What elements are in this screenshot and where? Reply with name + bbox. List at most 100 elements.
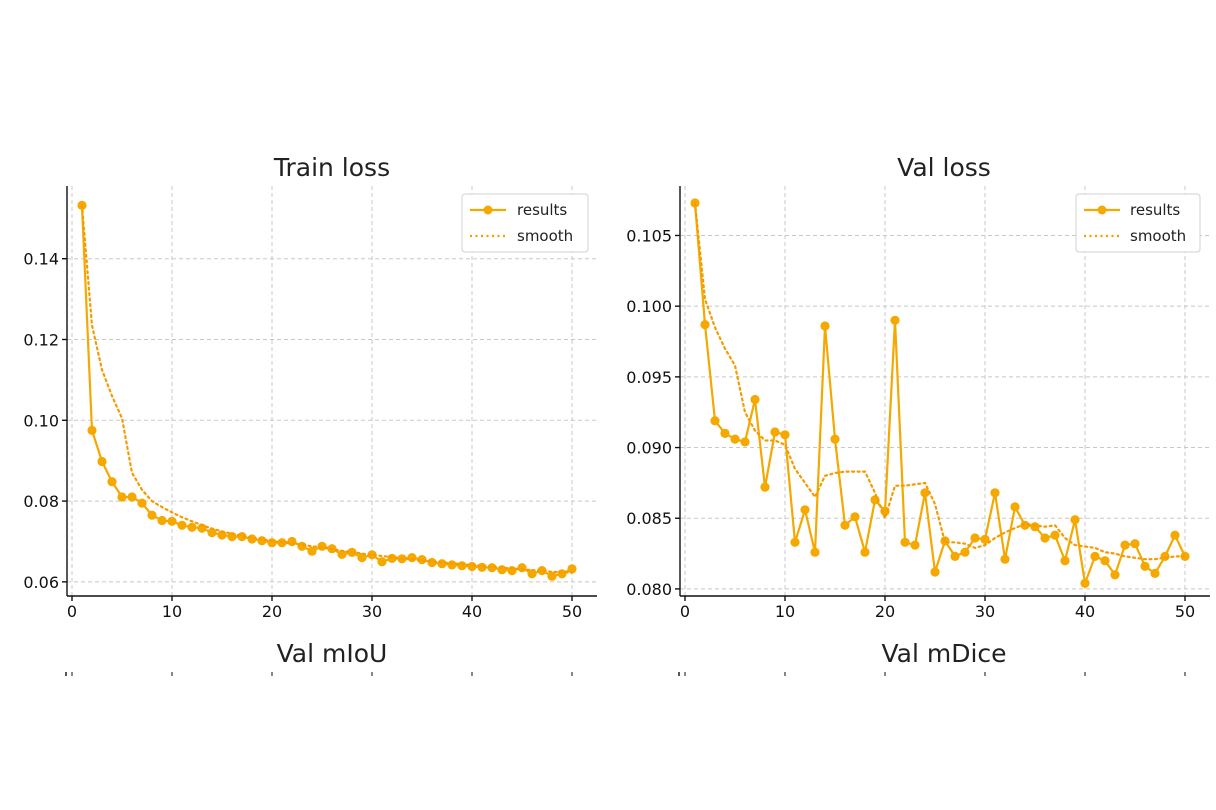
data-point [790, 537, 800, 547]
data-point [1130, 539, 1140, 549]
chart-panel: 0 10 20 30 40 50 0.080 0.085 0.090 0.095 0.100 0.10… [626, 186, 1210, 676]
legend-results-marker [1097, 205, 1107, 215]
y-tick-label: 0.14 [23, 250, 59, 269]
data-point [810, 547, 820, 557]
x-tick-label: 20 [262, 602, 282, 621]
data-point [457, 561, 467, 571]
data-point [447, 560, 457, 570]
data-point [567, 564, 577, 574]
data-point [890, 315, 900, 325]
data-point [750, 394, 760, 405]
data-point [910, 540, 920, 550]
data-point [117, 492, 127, 502]
series-line-smooth [80, 204, 574, 574]
y-tick-label: 0.105 [626, 226, 672, 245]
y-tick-label: 0.08 [23, 492, 59, 511]
y-tick-label: 0.085 [626, 509, 672, 528]
x-tick-label: 30 [362, 602, 382, 621]
data-point [780, 430, 790, 440]
chart-panel: 0 10 20 30 40 50 0.06 0.08 0.10 0.12 0.14 [23, 186, 597, 676]
data-point [820, 321, 830, 331]
data-point [297, 541, 307, 551]
series-line-smooth [693, 201, 1187, 561]
data-point [367, 550, 377, 560]
legend: results smooth [1075, 193, 1201, 253]
data-point [1040, 533, 1050, 543]
data-point [507, 566, 517, 576]
data-point [740, 437, 750, 447]
data-point [267, 538, 277, 548]
data-point [167, 516, 177, 526]
data-point [1170, 530, 1180, 540]
data-point [287, 536, 297, 547]
x-tick-label: 0 [67, 602, 77, 621]
data-point [547, 571, 557, 581]
next-chart-title: Val mIoU [277, 639, 388, 668]
legend-box [461, 193, 589, 253]
data-point [930, 567, 940, 577]
data-point [1050, 530, 1060, 540]
data-point [87, 425, 97, 435]
data-point [137, 498, 147, 508]
y-tick-label: 0.090 [626, 439, 672, 458]
data-point [177, 520, 187, 530]
legend-results-label: results [517, 201, 567, 219]
data-point [960, 547, 970, 557]
data-point [870, 495, 880, 505]
legend-results-label: results [1130, 201, 1180, 219]
data-point [1090, 551, 1100, 562]
data-point [127, 492, 137, 502]
data-point [147, 510, 157, 520]
data-point [860, 547, 870, 557]
series-line-results [693, 202, 1186, 585]
data-point [407, 553, 417, 563]
data-point [900, 537, 910, 547]
legend-smooth-label: smooth [1130, 227, 1186, 245]
data-point [1100, 556, 1110, 566]
y-tick-label: 0.095 [626, 368, 672, 387]
data-point [700, 320, 710, 330]
y-tick-label: 0.06 [23, 573, 59, 592]
data-point [377, 557, 387, 567]
data-point [107, 477, 117, 487]
y-tick-label: 0.100 [626, 297, 672, 316]
data-point [1120, 540, 1130, 550]
x-tick-label: 10 [162, 602, 182, 621]
data-point [920, 488, 930, 498]
chart-title: Train loss [273, 153, 390, 182]
data-point [830, 434, 840, 444]
data-point [307, 546, 317, 556]
data-point [357, 553, 367, 563]
data-point [1010, 502, 1020, 512]
data-point [1070, 515, 1080, 525]
next-chart-title: Val mDice [881, 639, 1006, 668]
data-point [1080, 578, 1090, 588]
chart-title: Val loss [897, 153, 991, 182]
y-tick-label: 0.12 [23, 330, 59, 349]
legend-smooth-label: smooth [517, 227, 573, 245]
data-point [487, 563, 497, 573]
data-point [840, 520, 850, 530]
data-point [317, 541, 327, 551]
x-tick-label: 40 [462, 602, 482, 621]
data-point [970, 533, 980, 543]
legend-results-marker [483, 205, 493, 215]
x-tick-label: 30 [975, 602, 995, 621]
data-point [950, 551, 960, 562]
data-point [990, 488, 1000, 498]
data-point [157, 515, 167, 526]
data-point [417, 555, 427, 565]
data-point [517, 563, 527, 573]
y-tick-label: 0.080 [626, 580, 672, 599]
data-point [467, 561, 477, 572]
data-point [710, 416, 720, 426]
series-line-results [80, 205, 573, 578]
data-point [1060, 556, 1070, 566]
data-point [1020, 520, 1030, 530]
data-point [97, 456, 107, 467]
data-point [760, 482, 770, 492]
data-point [527, 569, 537, 579]
data-point [187, 522, 197, 532]
